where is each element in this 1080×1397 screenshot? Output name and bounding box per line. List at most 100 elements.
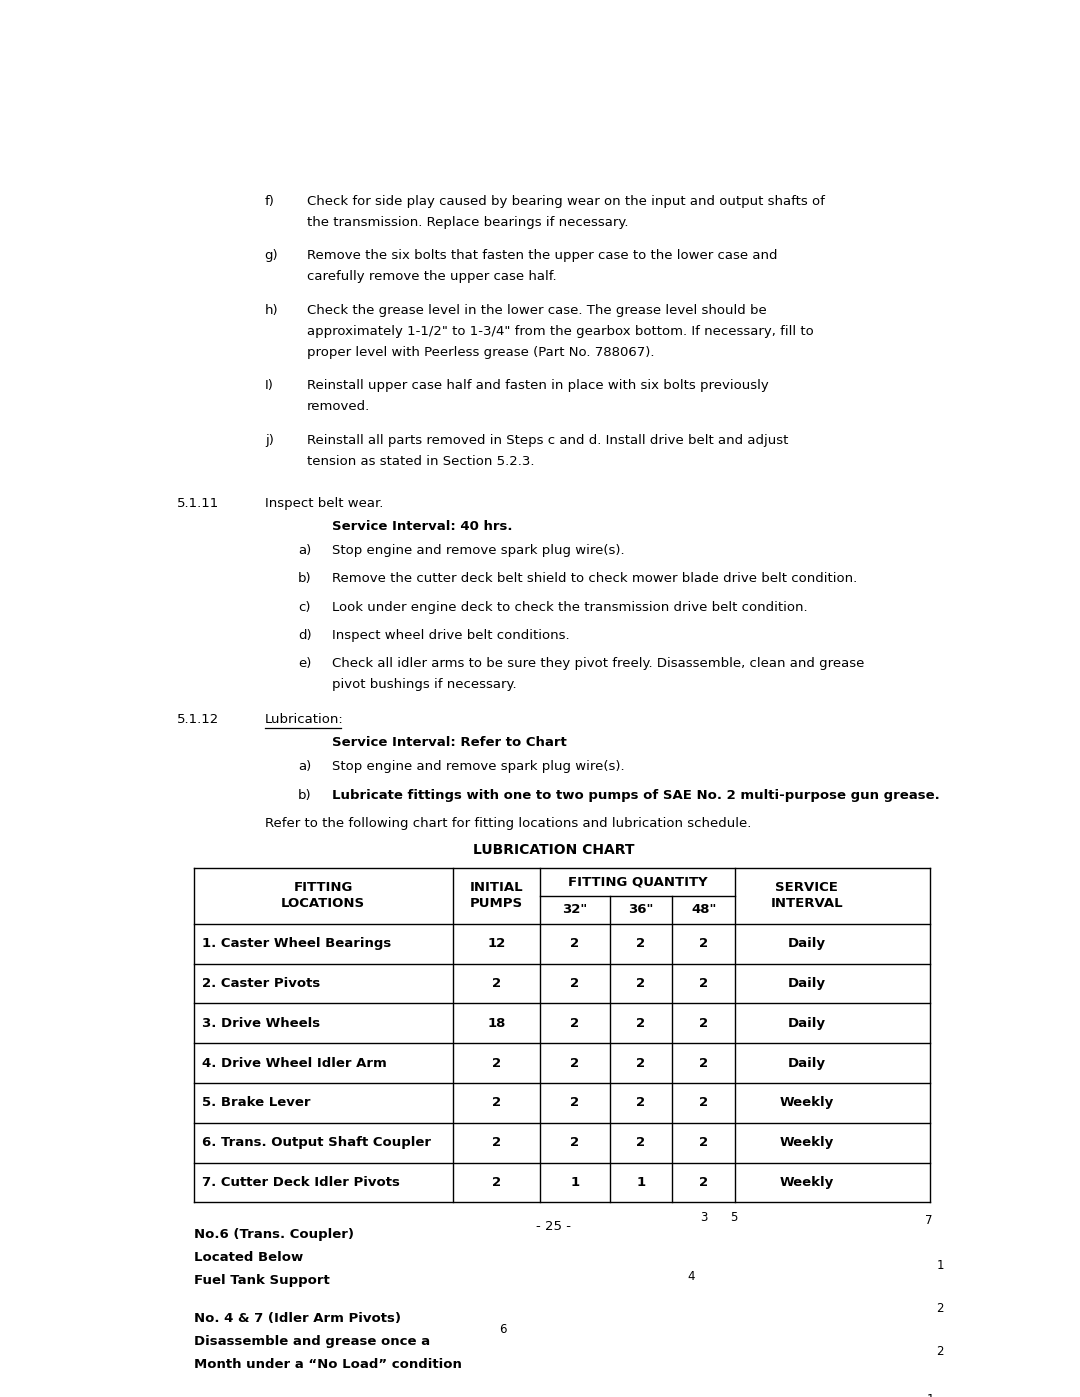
Text: 4: 4 bbox=[688, 1270, 696, 1282]
Circle shape bbox=[585, 1380, 599, 1397]
Text: Service Interval: Refer to Chart: Service Interval: Refer to Chart bbox=[332, 736, 566, 749]
Text: 5.1.11: 5.1.11 bbox=[177, 496, 219, 510]
Text: Weekly: Weekly bbox=[780, 1176, 834, 1189]
Text: 7: 7 bbox=[924, 1214, 932, 1227]
Text: Service Interval: 40 hrs.: Service Interval: 40 hrs. bbox=[332, 520, 512, 532]
Text: 2: 2 bbox=[699, 1056, 708, 1070]
Text: Inspect wheel drive belt conditions.: Inspect wheel drive belt conditions. bbox=[332, 629, 569, 643]
Text: Daily: Daily bbox=[787, 1056, 826, 1070]
Text: FITTING
LOCATIONS: FITTING LOCATIONS bbox=[281, 882, 365, 911]
Text: 2: 2 bbox=[636, 937, 646, 950]
Text: Fuel Tank Support: Fuel Tank Support bbox=[193, 1274, 329, 1287]
Circle shape bbox=[518, 1373, 561, 1397]
Circle shape bbox=[788, 1253, 849, 1331]
Text: proper level with Peerless grease (Part No. 788067).: proper level with Peerless grease (Part … bbox=[307, 345, 654, 359]
Text: 2: 2 bbox=[699, 1176, 708, 1189]
Text: 18: 18 bbox=[487, 1017, 505, 1030]
Circle shape bbox=[708, 1368, 742, 1397]
Text: 5. Brake Lever: 5. Brake Lever bbox=[202, 1097, 310, 1109]
Text: Stop engine and remove spark plug wire(s).: Stop engine and remove spark plug wire(s… bbox=[332, 760, 624, 774]
Text: 2: 2 bbox=[636, 977, 646, 990]
Text: b): b) bbox=[298, 573, 312, 585]
Text: Reinstall all parts removed in Steps c and d. Install drive belt and adjust: Reinstall all parts removed in Steps c a… bbox=[307, 433, 788, 447]
Text: 2: 2 bbox=[570, 937, 579, 950]
Text: 2: 2 bbox=[699, 1017, 708, 1030]
Text: Remove the six bolts that fasten the upper case to the lower case and: Remove the six bolts that fasten the upp… bbox=[307, 249, 778, 263]
Text: b): b) bbox=[298, 788, 312, 802]
Text: Weekly: Weekly bbox=[780, 1136, 834, 1150]
Text: Check all idler arms to be sure they pivot freely. Disassemble, clean and grease: Check all idler arms to be sure they piv… bbox=[332, 657, 864, 671]
Text: 2: 2 bbox=[570, 1097, 579, 1109]
Text: 2: 2 bbox=[636, 1017, 646, 1030]
Text: Located Below: Located Below bbox=[193, 1250, 302, 1264]
Text: - 25 -: - 25 - bbox=[536, 1220, 571, 1232]
Text: 2: 2 bbox=[491, 1097, 501, 1109]
Text: f): f) bbox=[265, 194, 274, 208]
Circle shape bbox=[657, 1380, 671, 1397]
Text: h): h) bbox=[265, 303, 279, 317]
Circle shape bbox=[806, 1372, 832, 1397]
Text: Reinstall upper case half and fasten in place with six bolts previously: Reinstall upper case half and fasten in … bbox=[307, 379, 768, 393]
Circle shape bbox=[530, 1267, 549, 1291]
Text: Remove the cutter deck belt shield to check mower blade drive belt condition.: Remove the cutter deck belt shield to ch… bbox=[332, 573, 856, 585]
Text: 1. Caster Wheel Bearings: 1. Caster Wheel Bearings bbox=[202, 937, 391, 950]
Text: 3: 3 bbox=[701, 1211, 707, 1224]
Text: g): g) bbox=[265, 249, 279, 263]
Text: removed.: removed. bbox=[307, 400, 369, 414]
Text: a): a) bbox=[298, 543, 311, 557]
Circle shape bbox=[719, 1380, 732, 1397]
Text: 5.1.12: 5.1.12 bbox=[177, 712, 219, 726]
Text: INITIAL
PUMPS: INITIAL PUMPS bbox=[470, 882, 523, 911]
Text: SERVICE
INTERVAL: SERVICE INTERVAL bbox=[770, 882, 843, 911]
Text: pivot bushings if necessary.: pivot bushings if necessary. bbox=[332, 678, 516, 692]
Text: 2: 2 bbox=[636, 1056, 646, 1070]
Text: Check for side play caused by bearing wear on the input and output shafts of: Check for side play caused by bearing we… bbox=[307, 194, 824, 208]
Text: carefully remove the upper case half.: carefully remove the upper case half. bbox=[307, 270, 556, 284]
Bar bbox=[606, 1292, 713, 1376]
Circle shape bbox=[518, 1253, 561, 1306]
Text: 2: 2 bbox=[491, 1136, 501, 1150]
Text: 32": 32" bbox=[562, 904, 588, 916]
Text: No.6 (Trans. Coupler): No.6 (Trans. Coupler) bbox=[193, 1228, 353, 1241]
Text: Look under engine deck to check the transmission drive belt condition.: Look under engine deck to check the tran… bbox=[332, 601, 808, 613]
Text: approximately 1-1/2" to 1-3/4" from the gearbox bottom. If necessary, fill to: approximately 1-1/2" to 1-3/4" from the … bbox=[307, 324, 813, 338]
Text: 2: 2 bbox=[699, 937, 708, 950]
Circle shape bbox=[576, 1368, 609, 1397]
Text: 6. Trans. Output Shaft Coupler: 6. Trans. Output Shaft Coupler bbox=[202, 1136, 431, 1150]
Text: 2: 2 bbox=[636, 1097, 646, 1109]
Text: 2: 2 bbox=[491, 1056, 501, 1070]
Text: Month under a “No Load” condition: Month under a “No Load” condition bbox=[193, 1358, 461, 1370]
Text: Daily: Daily bbox=[787, 937, 826, 950]
Text: Check the grease level in the lower case. The grease level should be: Check the grease level in the lower case… bbox=[307, 303, 767, 317]
Text: 2: 2 bbox=[491, 977, 501, 990]
Text: d): d) bbox=[298, 629, 312, 643]
Text: Lubricate fittings with one to two pumps of SAE No. 2 multi-purpose gun grease.: Lubricate fittings with one to two pumps… bbox=[332, 788, 940, 802]
Text: LUBRICATION CHART: LUBRICATION CHART bbox=[473, 844, 634, 858]
Text: 1: 1 bbox=[636, 1176, 646, 1189]
Text: 36": 36" bbox=[629, 904, 653, 916]
Text: Refer to the following chart for fitting locations and lubrication schedule.: Refer to the following chart for fitting… bbox=[265, 817, 751, 830]
Text: Stop engine and remove spark plug wire(s).: Stop engine and remove spark plug wire(s… bbox=[332, 543, 624, 557]
Circle shape bbox=[806, 1275, 832, 1309]
Text: Inspect belt wear.: Inspect belt wear. bbox=[265, 496, 383, 510]
Text: 6: 6 bbox=[500, 1323, 507, 1337]
Text: 2: 2 bbox=[636, 1136, 646, 1150]
Text: Disassemble and grease once a: Disassemble and grease once a bbox=[193, 1334, 430, 1348]
Circle shape bbox=[788, 1351, 849, 1397]
Text: j): j) bbox=[265, 433, 273, 447]
Text: 2: 2 bbox=[699, 977, 708, 990]
Text: a): a) bbox=[298, 760, 311, 774]
Text: 48": 48" bbox=[691, 904, 716, 916]
Circle shape bbox=[647, 1368, 680, 1397]
Text: 12: 12 bbox=[487, 937, 505, 950]
Text: 2: 2 bbox=[570, 977, 579, 990]
Text: 2: 2 bbox=[570, 1136, 579, 1150]
Text: 2: 2 bbox=[699, 1136, 708, 1150]
Text: Daily: Daily bbox=[787, 977, 826, 990]
Text: Lubrication:: Lubrication: bbox=[265, 712, 343, 726]
Text: 2: 2 bbox=[936, 1302, 944, 1315]
Text: 3. Drive Wheels: 3. Drive Wheels bbox=[202, 1017, 320, 1030]
FancyBboxPatch shape bbox=[525, 1264, 801, 1397]
Text: tension as stated in Section 5.2.3.: tension as stated in Section 5.2.3. bbox=[307, 454, 535, 468]
Text: No. 4 & 7 (Idler Arm Pivots): No. 4 & 7 (Idler Arm Pivots) bbox=[193, 1312, 401, 1324]
